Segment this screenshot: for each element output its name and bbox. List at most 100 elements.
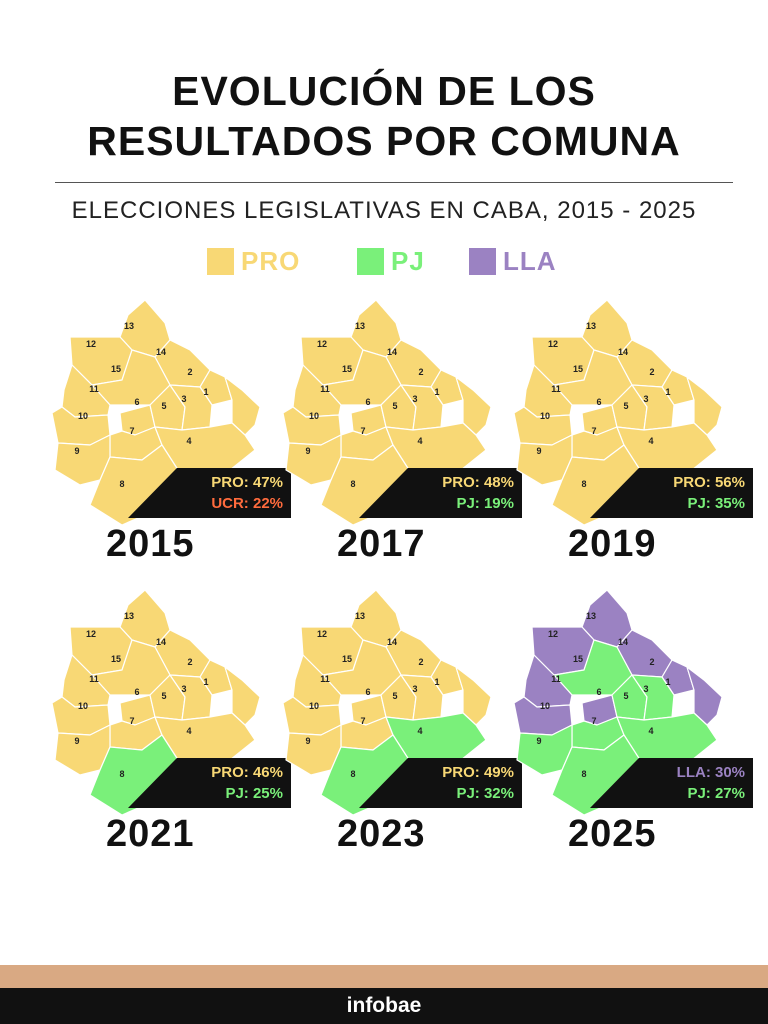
- comuna-label-2: 2: [187, 367, 192, 377]
- comuna-label-7: 7: [129, 426, 134, 436]
- map-panel-2015: 13 12 14 15 2 1 11 6 5 3 10 7 4 9 8 PRO: 47% UCR: 22% 201…: [50, 295, 291, 575]
- comuna-label-13: 13: [355, 611, 365, 621]
- map-panel-2023: 13 12 14 15 2 1 11 6 5 3 10 7 4 9 8 PRO: 49% PJ: 32% 2023: [281, 585, 522, 865]
- footer-accent-bar: [0, 965, 768, 988]
- comuna-label-4: 4: [417, 436, 422, 446]
- comuna-label-6: 6: [596, 397, 601, 407]
- result-line-1: PRO: 56%: [673, 474, 745, 491]
- comuna-label-10: 10: [78, 701, 88, 711]
- comuna-label-14: 14: [387, 347, 397, 357]
- comuna-label-9: 9: [74, 446, 79, 456]
- legend-item-lla: LLA: [469, 246, 557, 276]
- comuna-label-15: 15: [111, 364, 121, 374]
- legend-swatch-lla: [469, 247, 496, 275]
- title-line-2: RESULTADOS POR COMUNA: [87, 118, 681, 164]
- comuna-label-14: 14: [156, 347, 166, 357]
- comuna-label-1: 1: [434, 387, 439, 397]
- result-line-2: UCR: 22%: [211, 495, 283, 512]
- comuna-label-15: 15: [342, 364, 352, 374]
- comuna-15: [91, 349, 171, 406]
- comuna-label-1: 1: [203, 677, 208, 687]
- map-panel-2025: 13 12 14 15 2 1 11 6 5 3 10 7 4 9 8 LLA: 30% PJ: 27% 2025: [512, 585, 753, 865]
- comuna-label-1: 1: [203, 387, 208, 397]
- comuna-label-9: 9: [536, 736, 541, 746]
- comuna-label-10: 10: [309, 411, 319, 421]
- comuna-label-8: 8: [350, 479, 355, 489]
- comuna-label-11: 11: [551, 384, 561, 394]
- comuna-label-3: 3: [412, 394, 417, 404]
- result-line-2: PJ: 25%: [225, 785, 283, 802]
- comuna-label-7: 7: [360, 426, 365, 436]
- comuna-label-5: 5: [392, 691, 397, 701]
- comuna-15: [553, 639, 633, 696]
- year-label-2015: 2015: [106, 523, 195, 565]
- comuna-label-7: 7: [591, 716, 596, 726]
- legend-swatch-pro: [207, 247, 234, 275]
- comuna-label-3: 3: [412, 684, 417, 694]
- comuna-label-2: 2: [418, 367, 423, 377]
- comuna-label-1: 1: [665, 387, 670, 397]
- comuna-label-10: 10: [540, 411, 550, 421]
- result-line-2: PJ: 35%: [687, 495, 745, 512]
- comuna-label-8: 8: [581, 479, 586, 489]
- result-box-2025: LLA: 30% PJ: 27%: [590, 758, 753, 808]
- footer: infobae: [0, 988, 768, 1024]
- comuna-label-6: 6: [134, 687, 139, 697]
- legend-swatch-pj: [357, 247, 384, 275]
- comuna-label-15: 15: [342, 654, 352, 664]
- year-label-2023: 2023: [337, 813, 426, 855]
- comuna-label-8: 8: [350, 769, 355, 779]
- legend-label-pj: PJ: [391, 245, 425, 276]
- comuna-label-14: 14: [387, 637, 397, 647]
- comuna-label-15: 15: [573, 364, 583, 374]
- comuna-label-11: 11: [320, 384, 330, 394]
- comuna-label-9: 9: [305, 446, 310, 456]
- comuna-label-3: 3: [181, 684, 186, 694]
- year-label-2025: 2025: [568, 813, 657, 855]
- comuna-15: [91, 639, 171, 696]
- comuna-label-12: 12: [317, 339, 327, 349]
- result-line-1: PRO: 46%: [211, 764, 283, 781]
- comuna-label-10: 10: [78, 411, 88, 421]
- comuna-15: [322, 349, 402, 406]
- comuna-label-12: 12: [548, 629, 558, 639]
- legend-item-pj: PJ: [357, 246, 425, 276]
- comuna-label-2: 2: [418, 657, 423, 667]
- comuna-label-7: 7: [129, 716, 134, 726]
- comuna-label-15: 15: [111, 654, 121, 664]
- comuna-label-14: 14: [156, 637, 166, 647]
- comuna-label-11: 11: [551, 674, 561, 684]
- comuna-label-13: 13: [586, 321, 596, 331]
- year-label-2017: 2017: [337, 523, 426, 565]
- comuna-label-9: 9: [305, 736, 310, 746]
- comuna-label-5: 5: [623, 401, 628, 411]
- comuna-label-12: 12: [86, 629, 96, 639]
- year-label-2019: 2019: [568, 523, 657, 565]
- comuna-15: [322, 639, 402, 696]
- comuna-label-12: 12: [317, 629, 327, 639]
- comuna-label-4: 4: [417, 726, 422, 736]
- result-line-2: PJ: 32%: [456, 785, 514, 802]
- comuna-label-6: 6: [134, 397, 139, 407]
- comuna-label-11: 11: [320, 674, 330, 684]
- comuna-label-1: 1: [434, 677, 439, 687]
- comuna-label-8: 8: [119, 769, 124, 779]
- comuna-label-12: 12: [548, 339, 558, 349]
- comuna-label-12: 12: [86, 339, 96, 349]
- comuna-label-2: 2: [649, 367, 654, 377]
- comuna-label-15: 15: [573, 654, 583, 664]
- comuna-label-13: 13: [124, 321, 134, 331]
- comuna-label-8: 8: [581, 769, 586, 779]
- result-line-1: PRO: 48%: [442, 474, 514, 491]
- comuna-label-5: 5: [392, 401, 397, 411]
- comuna-15: [553, 349, 633, 406]
- map-panel-2017: 13 12 14 15 2 1 11 6 5 3 10 7 4 9 8 PRO: 48% PJ: 19% 2017: [281, 295, 522, 575]
- comuna-label-4: 4: [186, 726, 191, 736]
- subtitle: ELECCIONES LEGISLATIVAS EN CABA, 2015 - …: [71, 197, 697, 224]
- comuna-label-1: 1: [665, 677, 670, 687]
